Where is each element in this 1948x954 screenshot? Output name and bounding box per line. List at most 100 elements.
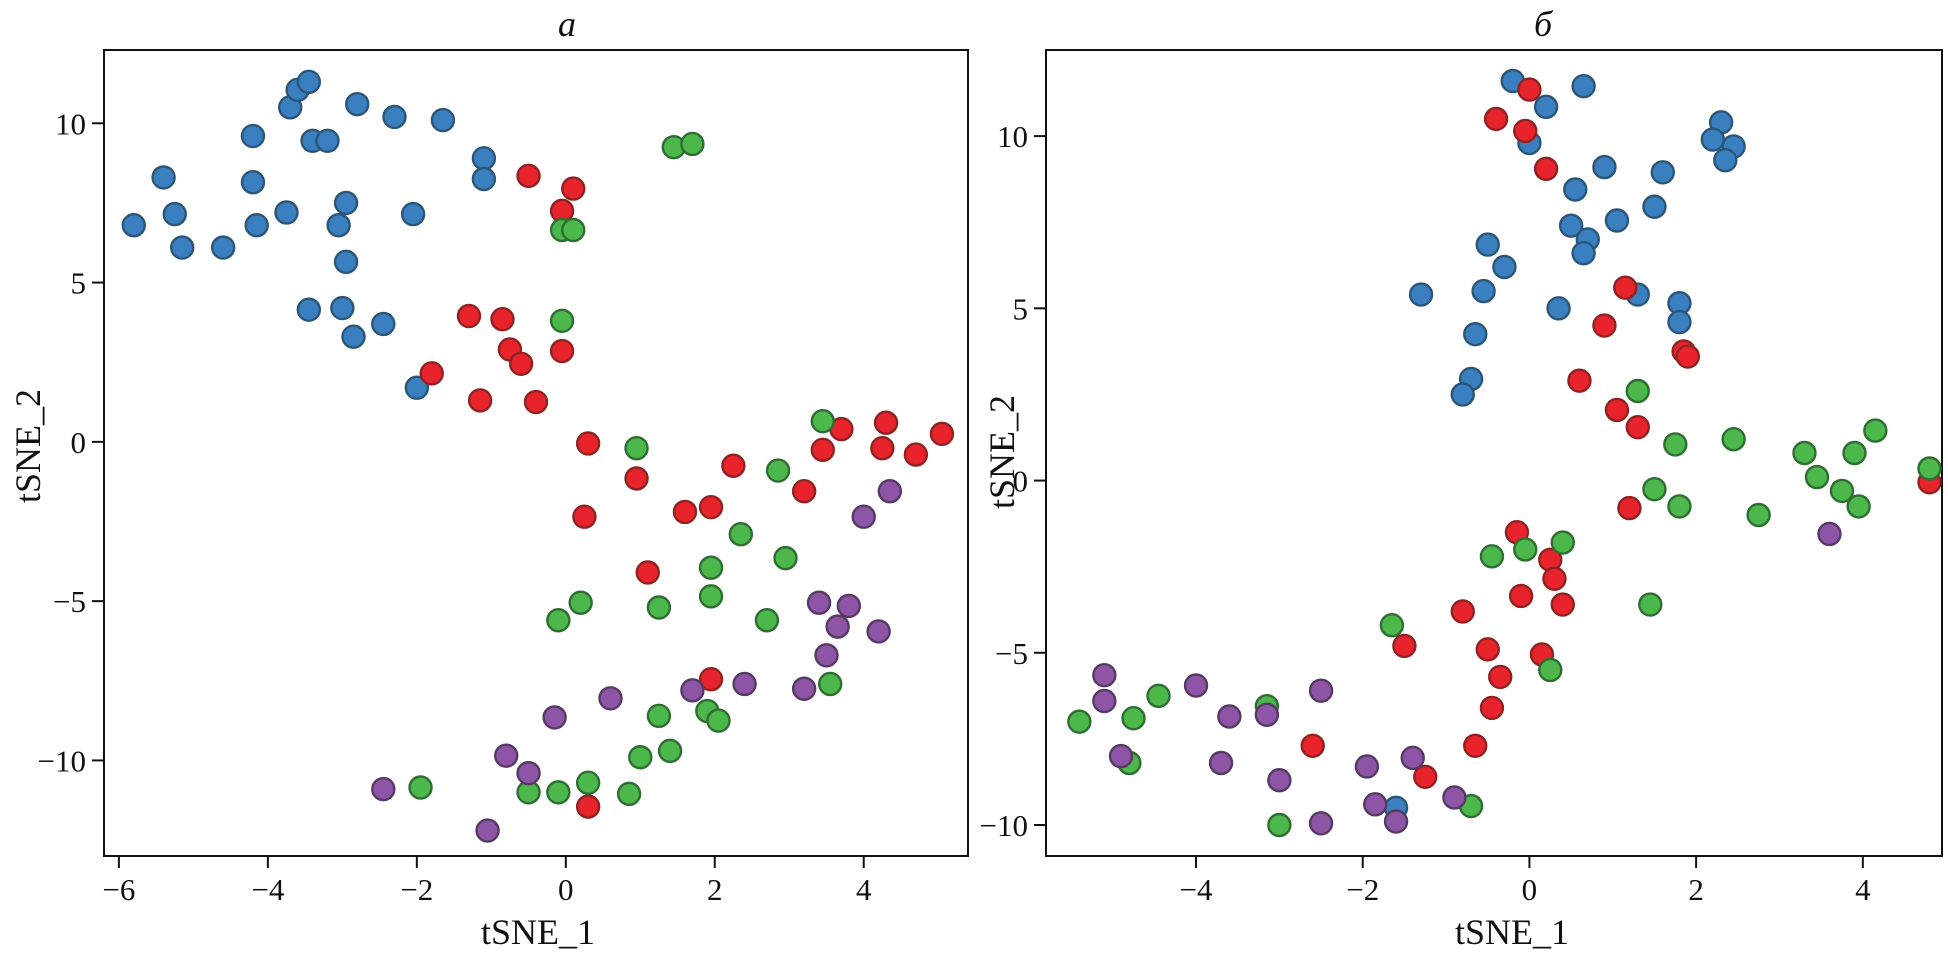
data-point-green (1550, 530, 1575, 555)
data-point-green (1917, 456, 1942, 481)
data-point-red (456, 303, 482, 329)
y-tick-label: 10 (997, 119, 1028, 154)
scatter-panel-a: а tSNE_1 tSNE_2 −6 −4 −2 0 2 4 −10 −5 0 5 10 (8, 4, 969, 952)
x-tick-label: 0 (558, 872, 574, 907)
data-point-red (870, 436, 895, 461)
data-point-purple (680, 678, 705, 703)
data-point-red (1463, 733, 1488, 758)
data-point-blue (121, 213, 146, 238)
data-point-green (1625, 378, 1650, 404)
data-point-green (549, 308, 575, 333)
x-tick-label: 2 (1688, 872, 1704, 907)
data-point-green (773, 545, 798, 571)
data-point-blue (400, 201, 426, 227)
data-point-blue (1571, 241, 1596, 266)
data-point-blue (471, 146, 497, 171)
data-point-green (1538, 657, 1563, 683)
x-tick-label: −6 (102, 872, 135, 907)
x-tick-label: −2 (1346, 872, 1379, 907)
data-point-blue (1713, 148, 1738, 173)
data-point-blue (1546, 296, 1571, 321)
data-point-purple (791, 676, 817, 701)
x-tick-label: 0 (1522, 872, 1538, 907)
y-ticks-b: −10 −5 0 5 10 (980, 119, 1046, 843)
data-point-blue (1408, 282, 1434, 307)
data-point-blue (240, 123, 266, 149)
data-point-purple (866, 619, 891, 644)
data-point-green (698, 555, 724, 580)
data-point-red (1475, 637, 1500, 662)
data-point-blue (315, 128, 340, 153)
data-point-red (467, 388, 493, 413)
data-point-red (508, 351, 534, 376)
data-point-red (523, 389, 549, 415)
data-point-green (1267, 812, 1292, 838)
data-point-red (1479, 695, 1505, 721)
data-point-purple (1442, 785, 1467, 810)
data-point-red (419, 361, 444, 386)
data-point-red (1450, 599, 1475, 624)
data-point-green (568, 590, 593, 615)
data-point-green (1479, 544, 1505, 569)
data-point-green (657, 738, 683, 764)
data-point-red (791, 479, 817, 504)
y-tick-label: −5 (53, 584, 86, 619)
data-point-red (1533, 156, 1559, 182)
data-point-blue (341, 324, 366, 349)
x-tick-label: −2 (400, 872, 433, 907)
data-point-blue (1563, 177, 1588, 202)
data-point-blue (1650, 160, 1675, 185)
data-point-green (546, 608, 571, 633)
data-point-red (1392, 633, 1417, 659)
data-point-red (516, 163, 541, 189)
data-point-green (1792, 440, 1817, 466)
x-axis-label-a: tSNE_1 (481, 912, 595, 952)
points-b (1067, 68, 1942, 838)
plot-area-a (103, 49, 969, 857)
data-point-red (1513, 118, 1538, 144)
data-point-blue (1667, 309, 1692, 335)
data-point-red (635, 560, 660, 585)
data-point-green (728, 522, 754, 547)
data-point-red (1550, 592, 1575, 617)
data-point-red (1613, 275, 1638, 300)
data-point-purple (851, 504, 876, 529)
y-tick-label: −10 (38, 743, 86, 778)
y-tick-label: −5 (995, 636, 1028, 671)
y-tick-label: −10 (980, 808, 1028, 843)
data-point-green (1863, 418, 1888, 443)
data-point-red (810, 437, 835, 463)
data-point-blue (1700, 127, 1725, 152)
data-point-purple (806, 590, 832, 615)
data-point-red (1592, 313, 1617, 338)
data-point-red (1300, 733, 1325, 758)
data-point-red (1413, 764, 1438, 789)
data-point-green (575, 770, 601, 795)
data-point-green (1667, 494, 1692, 519)
data-point-green (561, 217, 586, 243)
y-ticks-a: −10 −5 0 5 10 (38, 106, 104, 778)
data-point-red (1625, 414, 1650, 440)
data-point-red (575, 431, 601, 456)
data-point-purple (1217, 704, 1242, 729)
data-point-green (818, 671, 843, 697)
data-point-blue (1533, 94, 1559, 120)
data-point-blue (371, 311, 396, 337)
data-point-blue (330, 295, 355, 321)
data-point-green (1638, 592, 1663, 617)
x-tick-label: 4 (856, 872, 872, 907)
data-point-green (628, 745, 653, 770)
plot-area-b (1045, 49, 1943, 857)
data-point-red (1675, 344, 1700, 369)
data-point-green (706, 708, 731, 733)
x-tick-label: −4 (1180, 872, 1213, 907)
data-point-green (1067, 709, 1092, 734)
data-point-blue (333, 190, 359, 216)
data-point-purple (825, 614, 850, 639)
data-point-red (698, 494, 724, 520)
data-point-blue (210, 235, 236, 260)
data-point-purple (598, 686, 623, 711)
data-point-blue (471, 166, 497, 192)
data-point-purple (1092, 688, 1117, 714)
data-point-purple (1108, 743, 1134, 769)
